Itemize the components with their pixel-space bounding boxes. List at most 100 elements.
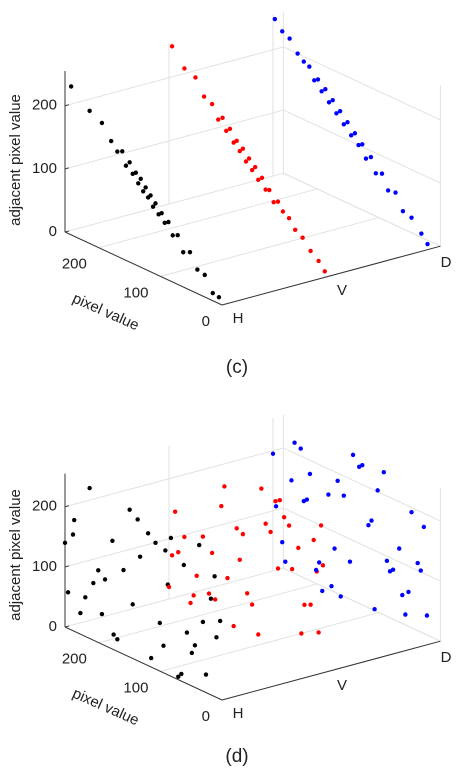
point xyxy=(259,486,264,491)
point xyxy=(289,566,295,572)
point xyxy=(200,534,206,539)
point xyxy=(366,522,371,528)
point xyxy=(270,451,276,456)
point xyxy=(176,674,181,679)
point xyxy=(209,550,215,556)
x-tick-label: 0 xyxy=(202,708,210,725)
point xyxy=(123,163,129,168)
grid-line xyxy=(283,172,441,247)
point xyxy=(268,529,273,535)
point xyxy=(162,220,167,226)
point xyxy=(195,267,200,272)
z-tick-label: 100 xyxy=(32,558,57,575)
point xyxy=(182,534,187,540)
grid-line xyxy=(160,612,379,672)
point xyxy=(187,250,193,255)
point xyxy=(161,643,166,648)
point xyxy=(418,568,423,573)
point xyxy=(137,554,143,559)
point xyxy=(210,290,215,296)
point xyxy=(400,208,406,214)
point xyxy=(216,295,222,300)
axis-line xyxy=(221,640,441,701)
point xyxy=(234,526,239,531)
point xyxy=(166,219,171,225)
point xyxy=(356,142,361,148)
point xyxy=(326,100,332,105)
point xyxy=(299,631,304,636)
point xyxy=(224,128,229,134)
point xyxy=(313,567,319,573)
x-tick-label: 100 xyxy=(123,679,148,696)
point xyxy=(108,138,114,144)
y-axis-label: adjacent pixel value xyxy=(7,489,24,621)
point xyxy=(256,177,261,183)
point xyxy=(175,232,180,238)
point xyxy=(263,187,268,192)
point xyxy=(143,185,148,190)
point xyxy=(341,122,347,127)
point xyxy=(281,515,287,520)
point xyxy=(350,452,356,458)
axis-line xyxy=(64,231,223,306)
point xyxy=(259,175,265,180)
point xyxy=(121,567,126,573)
point xyxy=(298,446,303,451)
point xyxy=(403,612,408,617)
point xyxy=(397,546,402,551)
point xyxy=(179,671,184,677)
point xyxy=(150,204,156,209)
point xyxy=(322,269,327,274)
point xyxy=(194,573,199,579)
point xyxy=(231,623,236,629)
point xyxy=(170,233,175,238)
point xyxy=(145,531,151,536)
z-tick-label: 100 xyxy=(32,160,57,177)
point xyxy=(263,521,268,526)
point xyxy=(192,643,198,648)
point xyxy=(203,672,209,677)
point xyxy=(201,94,207,99)
point xyxy=(193,75,198,80)
point xyxy=(209,101,215,107)
point xyxy=(409,215,414,220)
point xyxy=(96,568,101,573)
point xyxy=(217,618,223,624)
point xyxy=(406,589,411,595)
tick-mark xyxy=(64,167,70,170)
point xyxy=(212,597,218,602)
point xyxy=(220,115,225,120)
point xyxy=(249,167,255,173)
point xyxy=(169,553,175,558)
point xyxy=(181,562,187,568)
point xyxy=(293,227,298,233)
x-tick-label: 100 xyxy=(123,284,148,301)
point xyxy=(62,540,68,546)
point xyxy=(120,149,125,154)
tick-mark xyxy=(64,505,70,508)
category-label: V xyxy=(337,282,347,299)
point xyxy=(272,16,278,22)
point xyxy=(153,201,158,206)
point xyxy=(347,559,353,564)
point xyxy=(277,498,283,503)
point xyxy=(200,619,206,625)
point xyxy=(140,189,146,194)
point xyxy=(369,518,374,523)
point xyxy=(202,272,207,278)
point xyxy=(363,156,369,161)
point xyxy=(316,258,321,264)
grid-line xyxy=(283,109,441,184)
point xyxy=(352,131,358,136)
y-axis-label: adjacent pixel value xyxy=(7,94,24,226)
point xyxy=(341,493,347,498)
point xyxy=(273,499,278,504)
point xyxy=(280,540,285,545)
point xyxy=(307,471,313,477)
point xyxy=(335,478,340,483)
point xyxy=(295,51,300,56)
point xyxy=(415,560,420,566)
